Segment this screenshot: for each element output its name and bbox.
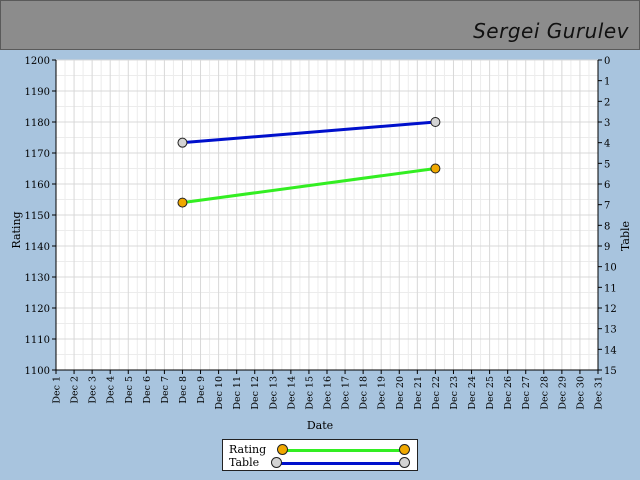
y2-tick-label: 13 [604,325,617,336]
legend-line-table [281,462,407,465]
x-tick-label: Dec 22 [431,376,442,410]
y-tick-label: 1200 [25,56,50,67]
y2-tick-label: 0 [604,56,610,67]
y2-tick-label: 8 [604,221,610,232]
data-point-rating [177,197,188,208]
x-tick-label: Dec 5 [124,376,135,404]
y2-tick-label: 12 [604,304,617,315]
y2-tick-label: 1 [604,77,610,88]
x-tick-label: Dec 7 [160,376,171,404]
axes: 1100111011201130114011501160117011801190… [25,56,617,410]
y2-tick-label: 7 [604,201,610,212]
y2-tick-label: 6 [604,180,610,191]
x-tick-label: Dec 20 [395,376,406,410]
y-tick-label: 1160 [25,180,50,191]
y-tick-label: 1130 [25,273,50,284]
data-point-rating [430,163,441,174]
x-tick-label: Dec 10 [214,376,225,410]
series [177,117,441,208]
x-tick-label: Dec 28 [539,376,550,410]
x-tick-label: Dec 24 [467,376,478,410]
y-tick-label: 1110 [25,335,50,346]
x-tick-label: Dec 26 [503,376,514,410]
x-tick-label: Dec 6 [142,376,153,404]
x-tick-label: Dec 30 [575,376,586,410]
legend-label-rating: Rating [229,443,267,456]
x-tick-label: Dec 8 [178,376,189,404]
x-tick-label: Dec 11 [232,376,243,410]
player-name: Sergei Gurulev [473,19,629,43]
legend: Rating Table [222,439,418,471]
y-tick-label: 1100 [25,366,50,377]
y-tick-label: 1170 [25,149,50,160]
x-tick-label: Dec 27 [521,376,532,410]
legend-marker-table [399,457,410,468]
x-tick-label: Dec 29 [557,376,568,410]
y2-tick-label: 2 [604,97,610,108]
series-line-table [182,120,436,145]
legend-label-table: Table [229,456,260,469]
x-tick-label: Dec 1 [52,376,63,404]
y2-tick-label: 9 [604,242,610,253]
y-tick-label: 1140 [25,242,50,253]
y-tick-label: 1150 [25,211,50,222]
x-tick-label: Dec 3 [88,376,99,404]
x-tick-label: Dec 15 [304,376,315,410]
legend-marker-rating [277,444,288,455]
x-axis-label: Date [307,419,333,432]
y2-axis-label: Table [619,221,632,251]
x-tick-label: Dec 25 [485,376,496,410]
y2-tick-label: 5 [604,159,610,170]
y2-tick-label: 14 [604,345,617,356]
x-tick-label: Dec 17 [341,376,352,410]
x-tick-label: Dec 21 [413,376,424,410]
x-tick-label: Dec 23 [449,376,460,410]
x-tick-label: Dec 19 [377,376,388,410]
y-tick-label: 1190 [25,87,50,98]
x-tick-label: Dec 12 [250,376,261,410]
x-tick-label: Dec 13 [268,376,279,410]
x-tick-label: Dec 14 [286,376,297,410]
grid [55,59,599,371]
y-tick-label: 1120 [25,304,50,315]
x-tick-label: Dec 9 [196,376,207,404]
data-point-table [177,137,188,148]
y-axis-label: Rating [10,211,23,248]
data-point-table [430,117,441,127]
legend-item-rating: Rating [229,443,413,457]
series-line-rating [182,167,436,205]
header-bar: Sergei Gurulev [0,0,640,50]
x-tick-label: Dec 18 [359,376,370,410]
y-tick-label: 1180 [25,118,50,129]
legend-marker-rating [399,444,410,455]
x-tick-label: Dec 2 [70,376,81,404]
x-tick-label: Dec 31 [594,376,605,410]
y2-tick-label: 10 [604,263,617,274]
x-tick-label: Dec 4 [106,376,117,404]
y2-tick-label: 4 [604,139,610,150]
legend-marker-table [271,457,282,468]
y2-tick-label: 11 [604,283,617,294]
legend-item-table: Table [229,456,413,470]
x-tick-label: Dec 16 [323,376,334,410]
y2-tick-label: 15 [604,366,617,377]
legend-line-rating [281,449,407,452]
y2-tick-label: 3 [604,118,610,129]
